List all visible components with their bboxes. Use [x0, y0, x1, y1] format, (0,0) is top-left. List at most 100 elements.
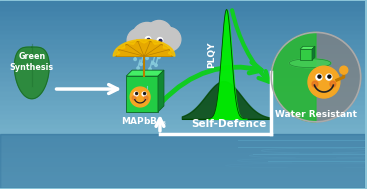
- Bar: [0, 141, 365, 146]
- Bar: [0, 151, 365, 156]
- Circle shape: [130, 87, 150, 107]
- Bar: [0, 156, 365, 160]
- Circle shape: [146, 91, 148, 93]
- Polygon shape: [125, 40, 137, 44]
- Circle shape: [158, 56, 160, 59]
- Circle shape: [146, 20, 172, 46]
- Bar: [0, 15, 365, 19]
- Circle shape: [308, 66, 340, 98]
- Bar: [0, 5, 365, 10]
- Bar: [0, 134, 365, 188]
- Circle shape: [146, 57, 148, 60]
- Bar: [0, 184, 365, 188]
- Polygon shape: [271, 32, 316, 122]
- Bar: [0, 38, 365, 43]
- Circle shape: [147, 39, 150, 41]
- Bar: [0, 118, 365, 123]
- Ellipse shape: [289, 59, 331, 68]
- Text: Self-Defence: Self-Defence: [191, 119, 266, 129]
- Circle shape: [136, 92, 138, 94]
- Bar: [0, 104, 365, 109]
- Circle shape: [152, 34, 172, 54]
- Circle shape: [330, 81, 336, 87]
- Circle shape: [140, 102, 142, 104]
- Bar: [0, 109, 365, 113]
- Text: Water Resistant: Water Resistant: [275, 110, 357, 119]
- Polygon shape: [158, 70, 164, 112]
- Circle shape: [134, 58, 137, 60]
- Bar: [0, 62, 365, 66]
- Circle shape: [149, 68, 151, 70]
- Bar: [0, 94, 365, 99]
- Circle shape: [143, 33, 165, 55]
- Polygon shape: [300, 46, 315, 49]
- Circle shape: [157, 38, 163, 43]
- Circle shape: [316, 74, 322, 80]
- Circle shape: [326, 74, 332, 80]
- Circle shape: [328, 75, 331, 78]
- Bar: [0, 179, 365, 184]
- Polygon shape: [116, 41, 172, 56]
- Polygon shape: [126, 70, 164, 76]
- Bar: [0, 1, 365, 5]
- Bar: [0, 43, 365, 48]
- Circle shape: [140, 63, 142, 65]
- Bar: [0, 170, 365, 174]
- Circle shape: [271, 32, 361, 122]
- Bar: [0, 76, 365, 80]
- Polygon shape: [163, 43, 172, 49]
- Circle shape: [155, 64, 157, 67]
- Polygon shape: [312, 46, 315, 60]
- Bar: [0, 29, 365, 33]
- Circle shape: [137, 67, 139, 70]
- Polygon shape: [300, 49, 312, 60]
- Bar: [0, 66, 365, 71]
- Bar: [0, 80, 365, 85]
- Bar: [0, 52, 365, 57]
- Circle shape: [142, 92, 146, 96]
- Polygon shape: [14, 47, 49, 99]
- Bar: [0, 165, 365, 170]
- Circle shape: [127, 28, 151, 52]
- Circle shape: [134, 92, 138, 96]
- Polygon shape: [113, 49, 120, 56]
- Bar: [0, 85, 365, 90]
- Bar: [0, 57, 365, 62]
- Bar: [0, 48, 365, 52]
- Bar: [0, 19, 365, 24]
- Circle shape: [132, 22, 162, 52]
- Circle shape: [137, 94, 139, 96]
- Bar: [0, 24, 365, 29]
- Bar: [0, 33, 365, 38]
- Circle shape: [340, 66, 348, 74]
- Bar: [0, 146, 365, 151]
- Bar: [0, 137, 365, 141]
- Bar: [132, 35, 174, 47]
- Polygon shape: [116, 43, 125, 49]
- Text: PLQY: PLQY: [207, 41, 216, 67]
- Circle shape: [145, 37, 151, 42]
- Bar: [0, 99, 365, 104]
- Bar: [0, 71, 365, 76]
- Circle shape: [159, 40, 162, 42]
- Circle shape: [312, 81, 318, 87]
- Text: MAPbBr$_3$: MAPbBr$_3$: [121, 116, 167, 128]
- Polygon shape: [126, 76, 158, 112]
- Bar: [0, 123, 365, 127]
- Circle shape: [143, 92, 146, 94]
- Bar: [0, 113, 365, 118]
- Bar: [0, 127, 365, 132]
- Bar: [0, 90, 365, 94]
- Bar: [0, 160, 365, 165]
- Circle shape: [144, 96, 148, 100]
- Polygon shape: [168, 49, 175, 56]
- Polygon shape: [137, 40, 151, 43]
- Circle shape: [157, 27, 181, 51]
- Bar: [0, 132, 365, 137]
- Bar: [0, 10, 365, 15]
- Circle shape: [132, 96, 136, 100]
- Circle shape: [318, 75, 321, 78]
- Polygon shape: [151, 40, 163, 44]
- Bar: [0, 174, 365, 179]
- Text: Green
Synthesis: Green Synthesis: [10, 52, 54, 72]
